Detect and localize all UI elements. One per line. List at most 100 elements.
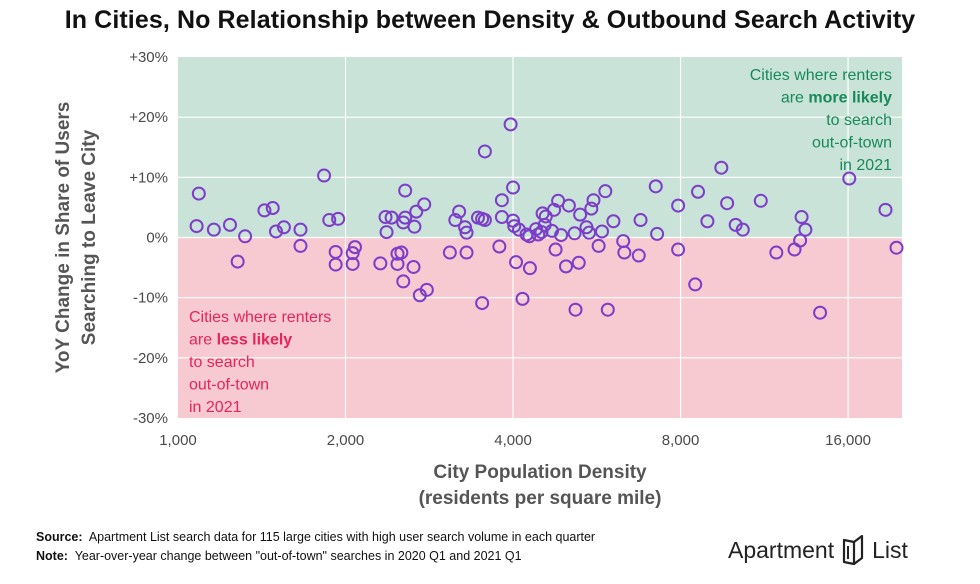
annotation-line: are less likely: [189, 332, 292, 349]
annotation-line: Cities where renters: [189, 309, 331, 326]
data-point: [345, 246, 360, 261]
data-point: [406, 259, 421, 274]
data-point: [328, 257, 343, 272]
data-point: [452, 204, 467, 219]
data-point: [494, 193, 509, 208]
data-point: [700, 214, 715, 229]
data-point: [594, 224, 609, 239]
x-tick-label: 16,000: [825, 432, 871, 449]
data-point: [345, 256, 360, 271]
source-text: Apartment List search data for 115 large…: [88, 530, 596, 544]
data-point: [322, 213, 337, 228]
data-point: [531, 227, 546, 242]
data-point: [567, 226, 582, 241]
data-point: [515, 291, 530, 306]
data-point: [728, 217, 743, 232]
chart-title: In Cities, No Relationship between Densi…: [64, 6, 916, 34]
data-point: [257, 203, 272, 218]
data-point: [631, 248, 646, 263]
x-tick-label: 2,000: [327, 432, 365, 449]
data-points: [189, 117, 904, 320]
data-point: [650, 226, 665, 241]
x-axis-ticks: 1,000 2,000 4,000 8,000 16,000: [159, 432, 871, 449]
y-tick-label: +10%: [129, 169, 168, 186]
methodology-note: Note: Year-over-year change between "out…: [36, 549, 522, 563]
data-point: [568, 302, 583, 317]
data-point: [268, 224, 283, 239]
source-label: Source:: [36, 530, 83, 544]
annotation-line: in 2021: [189, 399, 242, 416]
y-axis-ticks: +30% +20% +10% 0% -10% -20% -30%: [129, 49, 168, 427]
data-point: [813, 305, 828, 320]
data-point: [554, 228, 569, 243]
x-tick-label: 8,000: [662, 432, 700, 449]
annotation-line: out-of-town: [189, 377, 269, 394]
data-point: [407, 219, 422, 234]
data-point: [503, 117, 518, 132]
data-point: [477, 213, 492, 228]
data-point: [459, 245, 474, 260]
data-point: [522, 261, 537, 276]
data-point: [384, 210, 399, 225]
data-point: [591, 238, 606, 253]
data-point: [293, 238, 308, 253]
data-point: [558, 259, 573, 274]
negative-region: [178, 237, 902, 418]
data-point: [265, 201, 280, 216]
data-point: [378, 210, 393, 225]
x-tick-label: 1,000: [159, 432, 197, 449]
data-point: [617, 245, 632, 260]
negative-annotation: Cities where renters are less likely to se…: [189, 309, 331, 416]
y-tick-label: -30%: [133, 410, 168, 427]
annotation-line: out-of-town: [812, 135, 892, 152]
data-point: [230, 254, 245, 269]
data-point: [475, 296, 490, 311]
x-axis-label: City Population Density: [433, 462, 647, 483]
data-point: [714, 160, 729, 175]
data-point: [458, 220, 473, 235]
data-point: [189, 219, 204, 234]
data-point: [534, 225, 549, 240]
positive-region: [178, 57, 902, 238]
data-point: [600, 302, 615, 317]
data-point: [293, 222, 308, 237]
y-tick-label: -20%: [133, 350, 168, 367]
data-point: [691, 184, 706, 199]
data-point: [448, 213, 463, 228]
data-point: [735, 222, 750, 237]
data-point: [417, 197, 432, 212]
data-point: [842, 171, 857, 186]
data-point: [419, 282, 434, 297]
data-point: [398, 183, 413, 198]
y-tick-label: +20%: [129, 109, 168, 126]
data-point: [206, 222, 221, 237]
data-point: [538, 209, 553, 224]
data-point: [633, 213, 648, 228]
data-point: [394, 245, 409, 260]
data-point: [648, 179, 663, 194]
data-point: [889, 240, 904, 255]
data-point: [398, 210, 413, 225]
data-point: [561, 198, 576, 213]
data-point: [276, 220, 291, 235]
data-point: [238, 229, 253, 244]
data-point: [509, 255, 524, 270]
x-axis-label-units: (residents per square mile): [419, 488, 662, 509]
data-point: [671, 242, 686, 257]
apartment-list-logo: Apartment List: [728, 533, 908, 567]
positive-annotation: Cities where renters are more likely to se…: [750, 67, 892, 174]
data-point: [878, 202, 893, 217]
data-point: [720, 196, 735, 211]
annotation-line: to search: [826, 112, 892, 129]
data-point: [548, 242, 563, 257]
annotation-line: Cities where renters: [750, 67, 892, 84]
data-point: [798, 222, 813, 237]
data-point: [347, 240, 362, 255]
annotation-line: to search: [189, 354, 255, 371]
data-point: [794, 210, 809, 225]
data-point: [573, 207, 588, 222]
note-text: Year-over-year change between "out-of-to…: [74, 549, 522, 563]
data-point: [379, 225, 394, 240]
data-point: [506, 180, 521, 195]
